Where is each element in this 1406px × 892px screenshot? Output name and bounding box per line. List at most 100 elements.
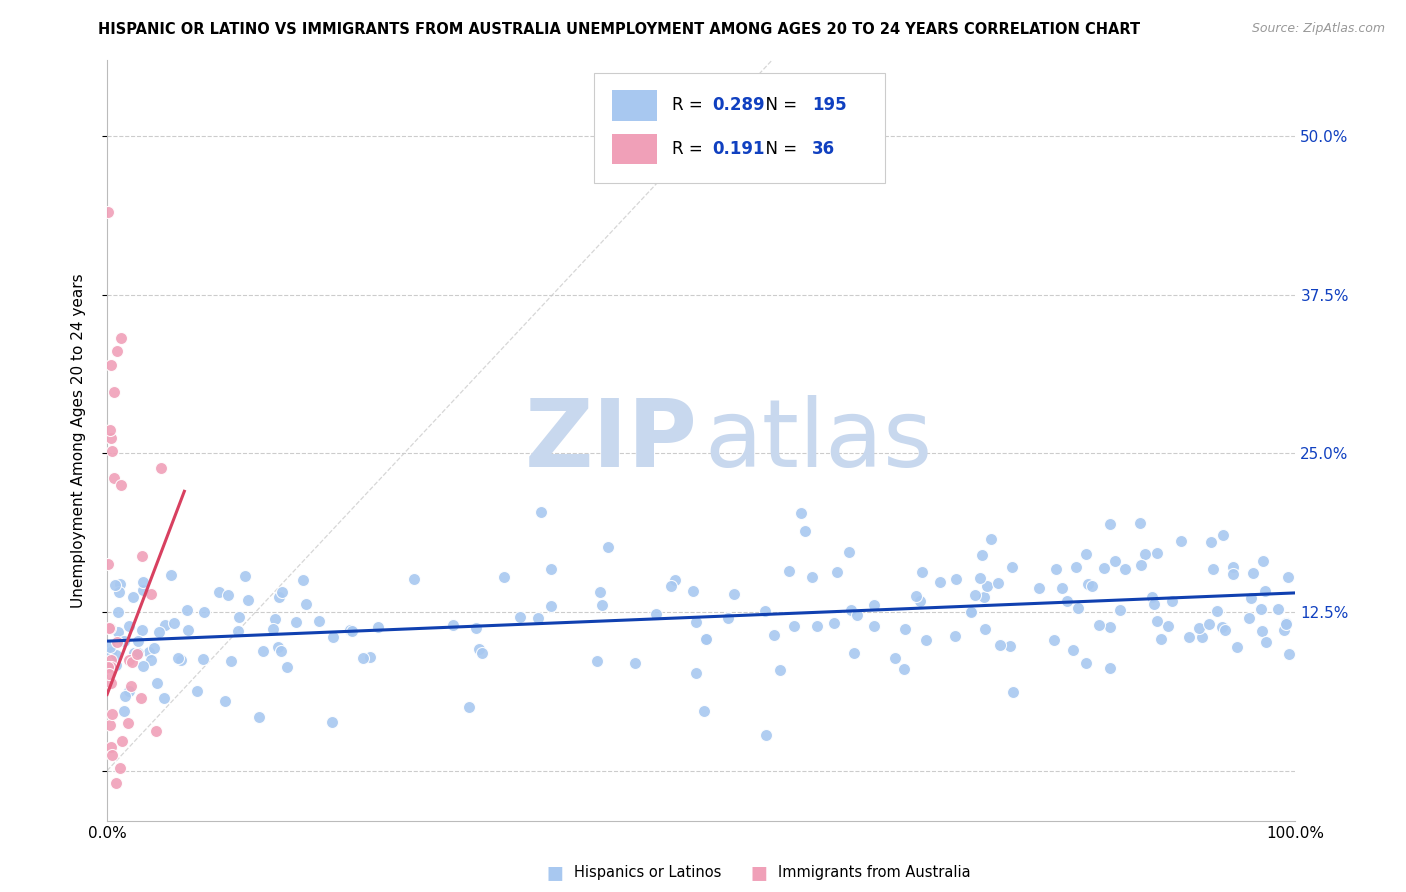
Point bbox=[145, 676, 167, 690]
Point bbox=[624, 656, 647, 670]
Point bbox=[1056, 594, 1078, 608]
Point bbox=[1161, 594, 1184, 608]
Point bbox=[1226, 640, 1249, 655]
Text: ▪: ▪ bbox=[749, 858, 769, 887]
Point bbox=[236, 592, 259, 607]
Point bbox=[100, 645, 122, 659]
Point bbox=[974, 622, 997, 636]
Point bbox=[148, 625, 170, 640]
Text: R =: R = bbox=[672, 96, 707, 114]
Point bbox=[247, 710, 270, 724]
Point bbox=[842, 646, 865, 660]
Point bbox=[905, 590, 928, 604]
Point bbox=[159, 567, 181, 582]
Point bbox=[1098, 661, 1121, 675]
Point bbox=[359, 650, 381, 665]
Point bbox=[120, 679, 142, 693]
Point bbox=[127, 647, 149, 661]
Point bbox=[226, 624, 249, 638]
Point bbox=[228, 610, 250, 624]
Point bbox=[976, 579, 998, 593]
Point bbox=[1278, 647, 1301, 661]
Point bbox=[763, 628, 786, 642]
Point bbox=[138, 645, 160, 659]
Point bbox=[1150, 632, 1173, 647]
Text: 0.289: 0.289 bbox=[711, 96, 765, 114]
Point bbox=[441, 617, 464, 632]
Point bbox=[367, 620, 389, 634]
Point bbox=[1212, 528, 1234, 542]
Point bbox=[131, 623, 153, 637]
Point bbox=[118, 683, 141, 698]
Text: N =: N = bbox=[755, 96, 801, 114]
Point bbox=[959, 605, 981, 619]
Point bbox=[1135, 547, 1157, 561]
Point bbox=[825, 565, 848, 579]
Point bbox=[685, 665, 707, 680]
Point bbox=[276, 659, 298, 673]
Point bbox=[1143, 597, 1166, 611]
Point bbox=[114, 704, 136, 718]
Point bbox=[1240, 591, 1263, 605]
Point bbox=[695, 632, 717, 646]
Point bbox=[321, 714, 343, 729]
Point bbox=[340, 624, 363, 639]
Point bbox=[163, 616, 186, 631]
Text: atlas: atlas bbox=[704, 394, 934, 486]
Point bbox=[1074, 547, 1097, 561]
Point bbox=[806, 618, 828, 632]
Point bbox=[1191, 630, 1213, 644]
Point bbox=[252, 643, 274, 657]
Point bbox=[285, 615, 308, 629]
Point bbox=[1146, 546, 1168, 560]
FancyBboxPatch shape bbox=[595, 72, 886, 183]
Point bbox=[114, 689, 136, 703]
Point bbox=[1129, 516, 1152, 531]
Point bbox=[177, 623, 200, 637]
Point bbox=[1104, 554, 1126, 568]
Point bbox=[153, 618, 176, 632]
Point bbox=[145, 724, 167, 739]
Point bbox=[794, 524, 817, 539]
Point bbox=[1250, 624, 1272, 639]
Point bbox=[150, 461, 173, 475]
Point bbox=[494, 570, 516, 584]
Point bbox=[167, 651, 190, 665]
Point bbox=[717, 611, 740, 625]
Text: HISPANIC OR LATINO VS IMMIGRANTS FROM AUSTRALIA UNEMPLOYMENT AMONG AGES 20 TO 24: HISPANIC OR LATINO VS IMMIGRANTS FROM AU… bbox=[97, 22, 1140, 37]
Point bbox=[893, 622, 915, 636]
Point bbox=[841, 603, 863, 617]
Point bbox=[1211, 620, 1233, 634]
Point bbox=[693, 704, 716, 718]
Point bbox=[540, 562, 562, 576]
Point bbox=[1001, 560, 1024, 574]
Point bbox=[893, 662, 915, 676]
Point bbox=[117, 716, 139, 731]
Point bbox=[139, 652, 162, 666]
Point bbox=[685, 615, 707, 630]
Point bbox=[98, 621, 121, 635]
Point bbox=[457, 700, 479, 714]
Point bbox=[176, 603, 198, 617]
Point bbox=[908, 594, 931, 608]
Point bbox=[191, 652, 214, 666]
Text: 195: 195 bbox=[811, 96, 846, 114]
Point bbox=[1081, 579, 1104, 593]
Point bbox=[352, 650, 374, 665]
Point bbox=[111, 734, 134, 748]
Point bbox=[682, 584, 704, 599]
Point bbox=[100, 660, 122, 674]
Point bbox=[221, 654, 243, 668]
Point bbox=[105, 776, 128, 790]
Point bbox=[132, 582, 155, 597]
Point bbox=[862, 598, 884, 612]
Point bbox=[193, 605, 215, 619]
FancyBboxPatch shape bbox=[612, 134, 657, 164]
Point bbox=[1157, 619, 1180, 633]
Point bbox=[339, 623, 361, 637]
Point bbox=[509, 609, 531, 624]
Point bbox=[295, 597, 318, 611]
Point bbox=[1198, 617, 1220, 632]
Point bbox=[217, 589, 239, 603]
Point bbox=[783, 619, 806, 633]
